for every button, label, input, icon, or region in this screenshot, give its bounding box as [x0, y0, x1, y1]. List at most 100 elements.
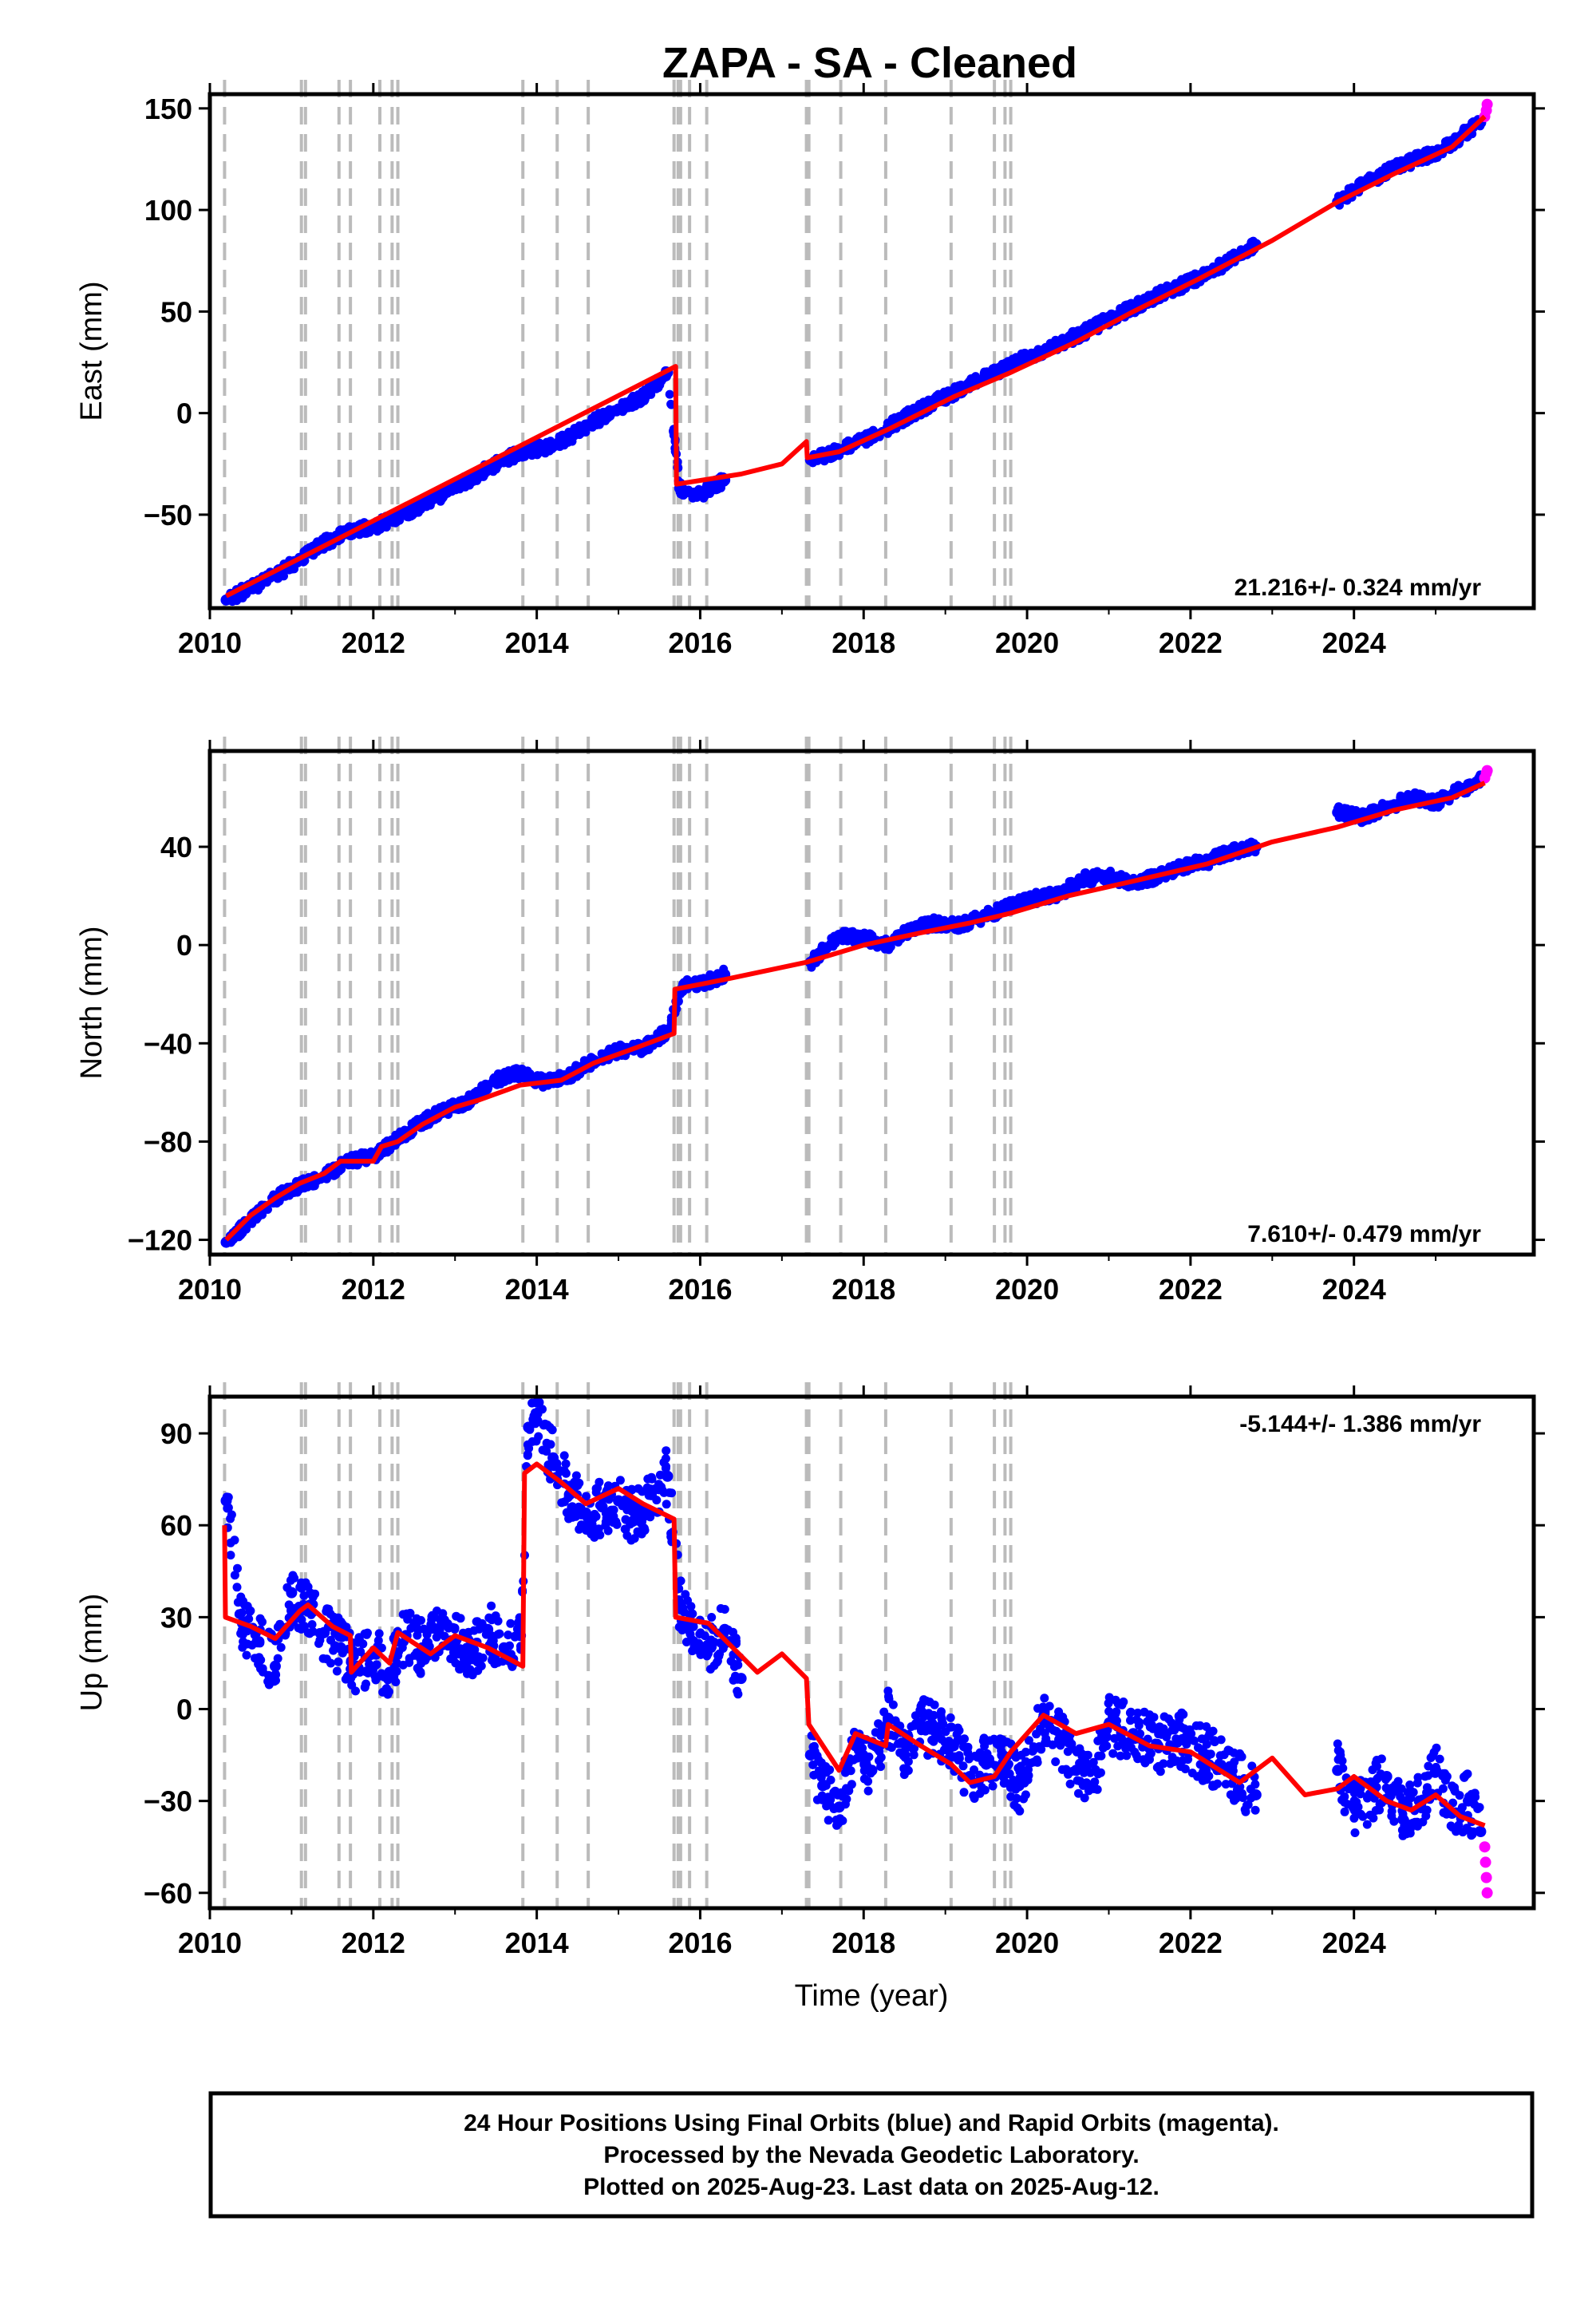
y-tick-label: −40 [144, 1027, 192, 1060]
final-point-12 [515, 1067, 527, 1079]
final-point-7 [392, 511, 404, 523]
final-scatter-cloud [224, 115, 1485, 607]
final-point-59 [1332, 1765, 1344, 1777]
x-tick-label: 2010 [178, 1927, 242, 1959]
final-point-49 [1054, 1733, 1066, 1745]
final-point-34 [1103, 870, 1115, 882]
x-tick-label: 2022 [1159, 1927, 1223, 1959]
footer-line-2: Processed by the Nevada Geodetic Laborat… [603, 2142, 1139, 2168]
plot-frame [207, 92, 1536, 611]
x-tick-label: 2012 [342, 626, 405, 659]
footer-line-1: 24 Hour Positions Using Final Orbits (bl… [464, 2110, 1279, 2136]
rapid-point-1 [1479, 1856, 1491, 1868]
final-point-63 [1397, 1813, 1409, 1825]
rapid-point-3 [1481, 1887, 1493, 1899]
footer-box: 24 Hour Positions Using Final Orbits (bl… [208, 2091, 1535, 2219]
final-point-36 [833, 1801, 845, 1813]
y-tick-label: 150 [144, 93, 192, 125]
footer-line-3: Plotted on 2025-Aug-23. Last data on 202… [583, 2174, 1159, 2200]
rapid-point-2 [1481, 98, 1493, 110]
final-point-45 [980, 1758, 992, 1770]
x-tick-label: 2016 [668, 1273, 732, 1306]
y-tick-label: 0 [176, 929, 192, 962]
rapid-point-2 [1480, 1871, 1492, 1883]
final-point-65 [1430, 1765, 1442, 1777]
final-point-31 [702, 1642, 714, 1654]
final-point-14 [563, 432, 575, 444]
x-axis-title: Time (year) [795, 1979, 949, 2013]
plot-frame [207, 749, 1536, 1257]
panel-3: 2010 2012 2014 2016 2018 2020 2022 2024 −60 −30 0 3… [75, 1382, 1545, 1959]
x-tick-label: 2024 [1322, 1927, 1386, 1959]
final-point-23 [833, 929, 845, 941]
final-scatter-cloud [222, 1397, 1484, 1840]
final-point-20 [531, 1415, 543, 1427]
final-point-9 [440, 486, 452, 498]
final-point-10 [465, 472, 477, 484]
final-point-50 [1070, 1765, 1082, 1777]
x-tick-label: 2018 [832, 1273, 895, 1306]
chart-title: ZAPA - SA - Cleaned [662, 39, 1077, 87]
final-point-43 [947, 1740, 959, 1752]
final-point-25 [613, 1495, 625, 1507]
final-point-41 [915, 1718, 926, 1730]
final-point-15 [465, 1648, 477, 1660]
model-line [222, 1461, 1486, 1828]
final-point-38 [866, 1765, 878, 1777]
final-point-58 [1250, 1788, 1262, 1800]
y-tick-label: 100 [144, 194, 192, 227]
y-tick-label: −80 [144, 1125, 192, 1158]
rapid-point-2 [1481, 765, 1493, 777]
y-tick-label: 60 [160, 1509, 192, 1542]
final-scatter-cloud [225, 770, 1485, 1247]
x-tick-label: 2024 [1322, 1273, 1386, 1306]
final-point-17 [637, 391, 649, 403]
final-point-19 [523, 1421, 535, 1433]
final-point-39 [882, 1713, 894, 1725]
final-point-55 [1176, 1733, 1188, 1745]
final-point-32 [719, 1623, 731, 1635]
final-point-16 [482, 1623, 494, 1635]
final-point-26 [907, 922, 918, 934]
final-point-40 [899, 1749, 911, 1761]
x-tick-label: 2014 [505, 1927, 569, 1959]
y-axis-title: North (mm) [75, 926, 109, 1079]
final-point-10 [384, 1666, 396, 1678]
final-point-35 [817, 1780, 829, 1792]
final-point-27 [931, 917, 943, 929]
rapid-point-0 [1479, 1841, 1491, 1853]
rate-label: 7.610+/- 0.479 mm/yr [1247, 1221, 1481, 1247]
final-point-21 [547, 1452, 559, 1464]
plot-area [220, 1397, 1493, 1899]
final-point-47 [1013, 1780, 1025, 1792]
final-point-31 [1029, 348, 1041, 360]
y-tick-label: 0 [176, 397, 192, 430]
x-tick-label: 2020 [995, 1927, 1059, 1959]
plot-frame [207, 1394, 1536, 1911]
plot-area [220, 98, 1493, 607]
final-point-68 [1475, 1826, 1487, 1838]
panels: 2010 2012 2014 2016 2018 2020 2022 2024 −50 0 50 10… [75, 80, 1545, 1959]
final-point-26 [629, 1513, 641, 1525]
final-point-30 [1005, 899, 1017, 911]
final-point-17 [498, 1642, 510, 1654]
x-tick-label: 2022 [1159, 626, 1223, 659]
final-point-13 [539, 441, 551, 453]
y-tick-label: 30 [160, 1601, 192, 1634]
x-tick-label: 2020 [995, 626, 1059, 659]
final-point-67 [1463, 1795, 1475, 1807]
final-point-62 [1381, 1770, 1393, 1782]
y-tick-label: −60 [144, 1877, 192, 1910]
final-point-0 [220, 594, 232, 606]
final-point-8 [417, 499, 429, 511]
x-tick-label: 2010 [178, 1273, 242, 1306]
y-axis-title: Up (mm) [75, 1594, 109, 1712]
final-point-0 [220, 1495, 232, 1507]
model-line [225, 114, 1487, 599]
x-tick-label: 2016 [668, 626, 732, 659]
final-point-31 [1029, 892, 1041, 904]
x-tick-label: 2012 [342, 1927, 405, 1959]
x-tick-label: 2014 [505, 626, 569, 659]
final-point-2 [253, 1636, 265, 1648]
final-point-6 [318, 1626, 330, 1638]
